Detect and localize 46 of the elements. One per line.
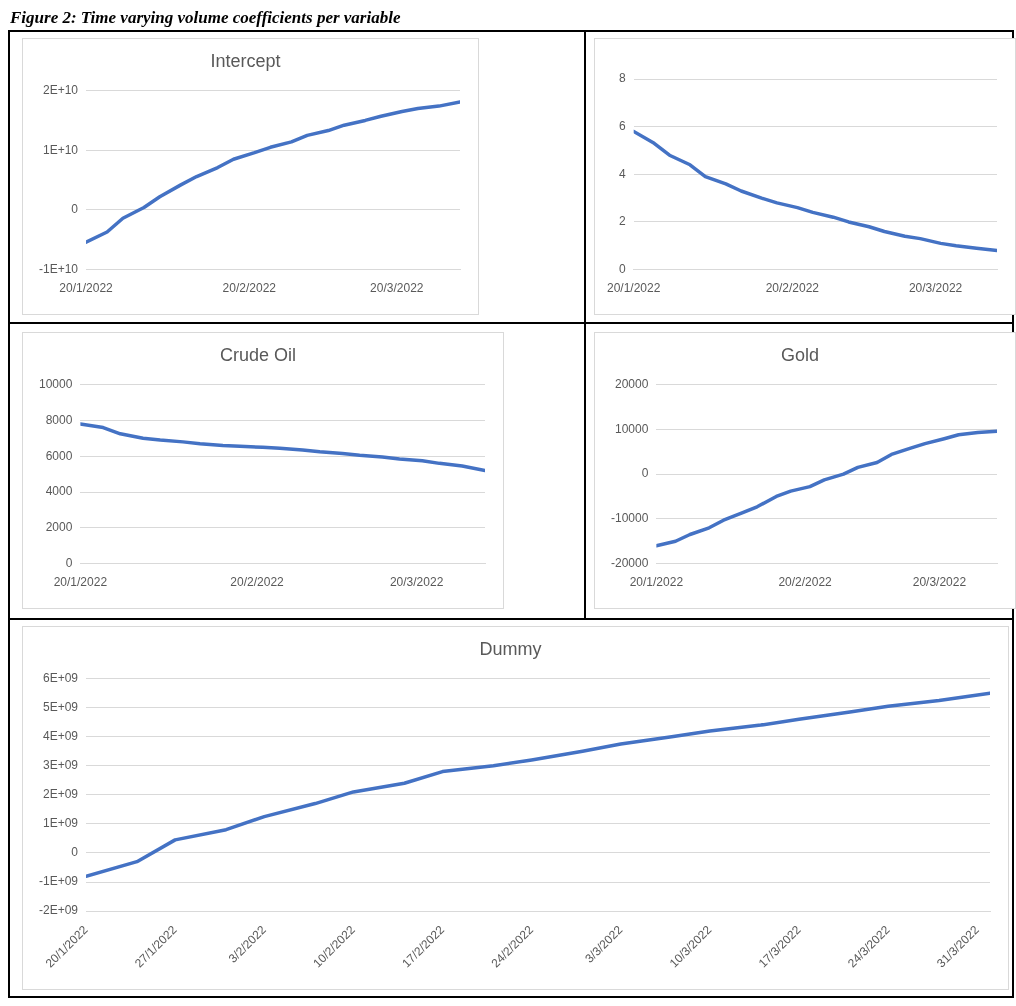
- y-tick-label: -20000: [610, 555, 649, 570]
- y-tick-label: 5E+09: [42, 699, 79, 714]
- y-tick-label: -1E+10: [39, 261, 79, 276]
- x-tick-label: 20/2/2022: [778, 575, 833, 590]
- x-tick-label: 20/1/2022: [607, 281, 661, 296]
- y-tick-label: 6: [619, 118, 626, 133]
- y-tick-label: 2E+09: [42, 787, 79, 802]
- chart-title: Dummy: [479, 638, 542, 659]
- x-tick-label: 20/1/2022: [59, 281, 114, 296]
- y-tick-label: 2E+10: [42, 82, 79, 97]
- x-tick-label: 20/3/2022: [389, 575, 444, 590]
- x-tick-label: 20/2/2022: [765, 281, 820, 296]
- y-tick-label: 0: [71, 202, 79, 217]
- x-tick-label: 20/3/2022: [912, 575, 967, 590]
- y-tick-label: -1E+09: [39, 874, 79, 889]
- y-tick-label: 4: [619, 166, 626, 181]
- y-tick-label: 2: [619, 214, 626, 229]
- y-tick-label: 10000: [38, 376, 73, 391]
- y-tick-label: 0: [65, 555, 73, 570]
- y-tick-label: -2E+09: [39, 903, 79, 918]
- y-tick-label: 6000: [45, 448, 73, 463]
- x-tick-label: 20/1/2022: [629, 575, 684, 590]
- y-tick-label: 1E+09: [42, 816, 79, 831]
- y-tick-label: 4000: [45, 484, 73, 499]
- x-tick-label: 20/1/2022: [53, 575, 108, 590]
- y-tick-label: 0: [71, 845, 79, 860]
- chart-title: Intercept: [210, 50, 281, 71]
- y-tick-label: 8000: [45, 412, 73, 427]
- y-tick-label: 0: [619, 261, 626, 276]
- y-tick-label: 4E+09: [42, 729, 79, 744]
- y-tick-label: 8: [619, 71, 626, 86]
- y-tick-label: -10000: [610, 511, 649, 526]
- x-tick-label: 20/2/2022: [222, 281, 277, 296]
- y-tick-label: 0: [641, 466, 649, 481]
- x-tick-label: 20/3/2022: [370, 281, 424, 296]
- y-tick-label: 6E+09: [42, 670, 79, 685]
- chart-title: Gold: [780, 344, 820, 365]
- y-tick-label: 20000: [614, 376, 649, 391]
- y-tick-label: 2000: [45, 520, 73, 535]
- chart-title: Crude Oil: [219, 344, 297, 365]
- x-tick-label: 20/3/2022: [908, 281, 963, 296]
- caption: Figure 2: Time varying volume coefficients per variable: [10, 8, 401, 28]
- y-tick-label: 3E+09: [42, 758, 79, 773]
- x-tick-label: 20/2/2022: [230, 575, 285, 590]
- y-tick-label: 10000: [614, 421, 649, 436]
- y-tick-label: 1E+10: [42, 142, 79, 157]
